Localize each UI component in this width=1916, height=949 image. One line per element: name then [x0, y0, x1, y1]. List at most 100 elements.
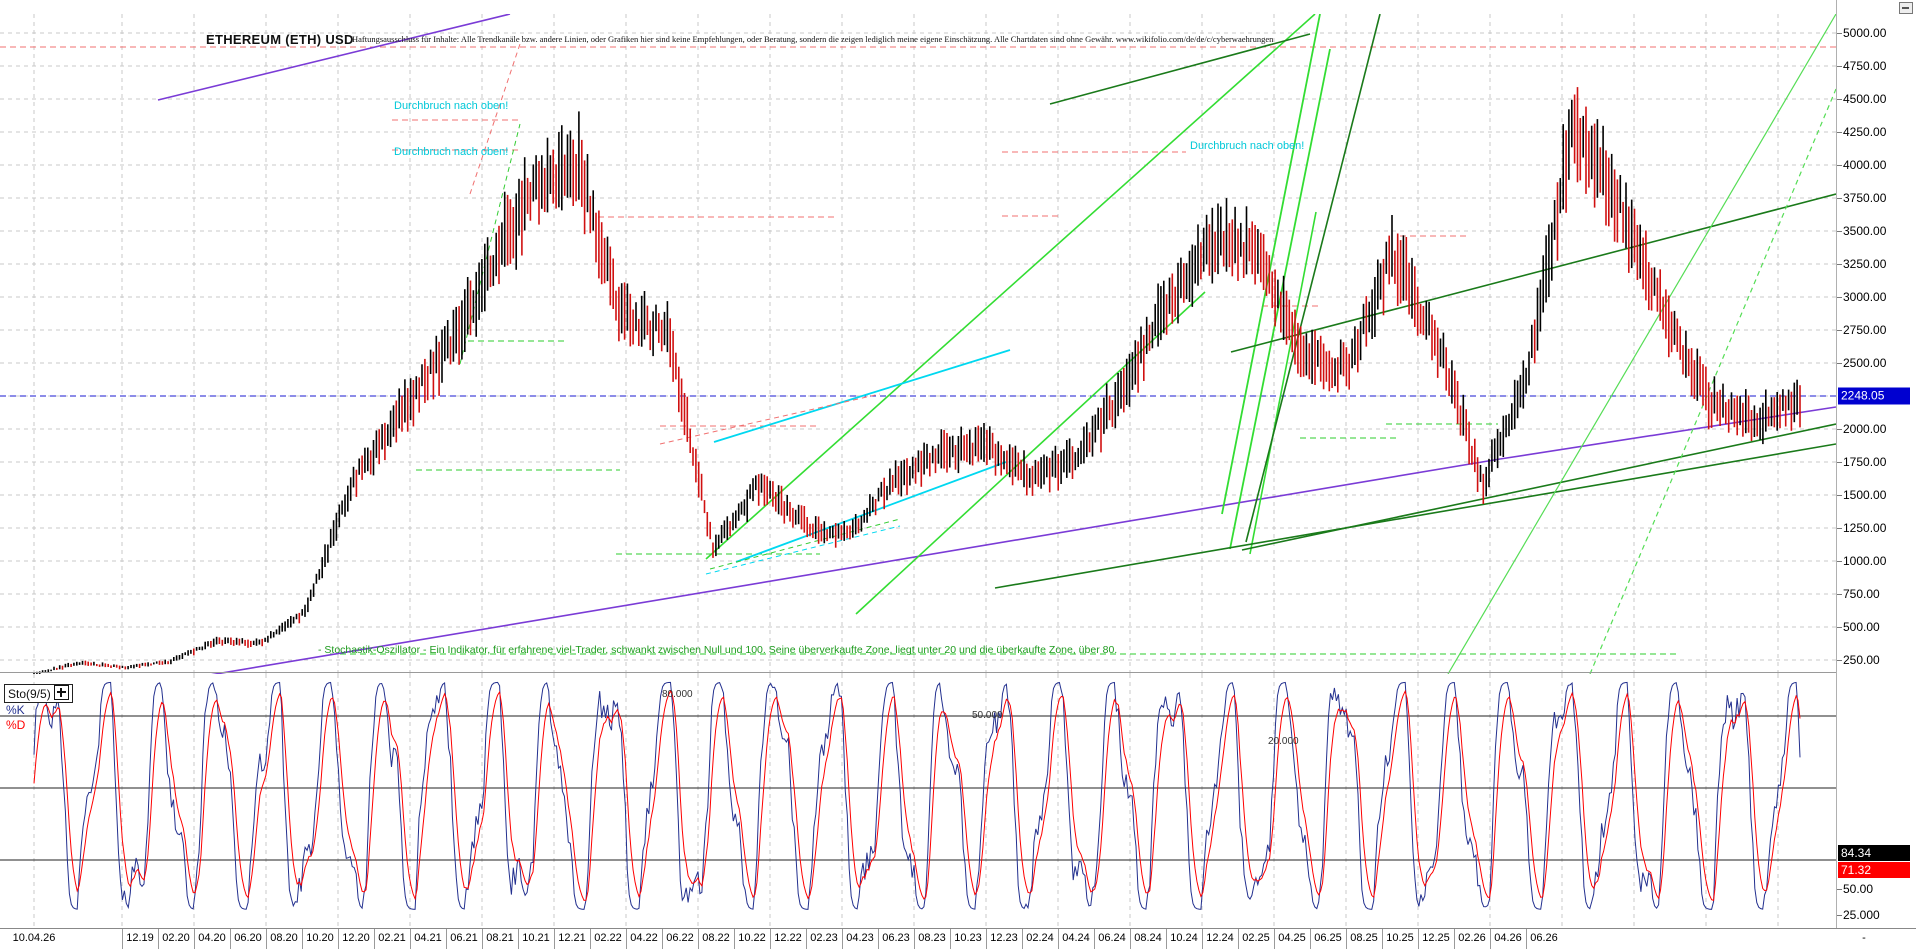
time-tick-04-20: 04.20: [198, 932, 226, 944]
price-tick-2000-00: 2000.00: [1843, 422, 1887, 436]
time-axis-separator: [698, 929, 699, 949]
current-price-badge: 2248.05: [1838, 387, 1910, 405]
time-tick-12-20: 12.20: [342, 932, 370, 944]
page-title: ETHEREUM (ETH) USD: [206, 32, 354, 47]
trendline-purple-upper: [157, 14, 511, 101]
price-tick-mark: [1837, 363, 1842, 364]
price-tick-mark: [1837, 264, 1842, 265]
time-tick-04-23: 04.23: [846, 932, 874, 944]
time-tick-02-26: 02.26: [1458, 932, 1486, 944]
time-tick-10-24: 10.24: [1170, 932, 1198, 944]
trendline-green-dark-upper: [1049, 33, 1311, 105]
price-tick-3500-00: 3500.00: [1843, 224, 1887, 238]
time-tick-04-25: 04.25: [1278, 932, 1306, 944]
time-axis-separator: [1202, 929, 1203, 949]
price-tick-1250-00: 1250.00: [1843, 521, 1887, 535]
time-axis-separator: [446, 929, 447, 949]
time-tick-08-21: 08.21: [486, 932, 514, 944]
time-axis-separator: [518, 929, 519, 949]
time-tick-12-19: 12.19: [126, 932, 154, 944]
price-axis[interactable]: 5000.00 4750.00 4500.00 4250.00 4000.00 3750.…: [1836, 0, 1916, 928]
trendline-green-bright-right: [1221, 14, 1321, 515]
price-tick-750-00: 750.00: [1843, 587, 1880, 601]
time-axis-separator: [1022, 929, 1023, 949]
price-tick-500-00: 500.00: [1843, 620, 1880, 634]
time-tick-06-21: 06.21: [450, 932, 478, 944]
indicator-name-label: Sto(9/5): [8, 687, 51, 701]
trendline-green-bright-right3: [1249, 211, 1317, 555]
trendline-cyan-dashed: [705, 525, 901, 575]
time-axis-separator: [194, 929, 195, 949]
osc-label-20: 20.000: [1268, 736, 1299, 747]
price-tick-2500-00: 2500.00: [1843, 356, 1887, 370]
time-tick-06-26: 06.26: [1530, 932, 1558, 944]
time-axis-separator: [770, 929, 771, 949]
pane-separator: [0, 672, 1836, 673]
time-tick-06-24: 06.24: [1098, 932, 1126, 944]
price-tick-mark: [1837, 198, 1842, 199]
time-axis-separator: [1454, 929, 1455, 949]
time-tick-10-23: 10.23: [954, 932, 982, 944]
trendline-green-dark-diag: [1245, 14, 1381, 543]
time-tick-02-21: 02.21: [378, 932, 406, 944]
price-tick-mark: [1837, 99, 1842, 100]
horizontal-levels: [0, 46, 1836, 655]
time-axis-separator: [1346, 929, 1347, 949]
annotation-breakout-2: Durchbruch nach oben!: [394, 146, 509, 158]
osc-tick-mark-50: [1837, 889, 1842, 890]
time-axis-separator: [374, 929, 375, 949]
time-axis-separator: [950, 929, 951, 949]
price-tick-5000-00: 5000.00: [1843, 26, 1887, 40]
time-axis-separator: [158, 929, 159, 949]
price-tick-mark: [1837, 297, 1842, 298]
time-tick-06-23: 06.23: [882, 932, 910, 944]
time-axis-first-label: 10.04.26: [12, 932, 56, 944]
time-tick-08-25: 08.25: [1350, 932, 1378, 944]
price-tick-mark: [1837, 165, 1842, 166]
price-tick-1000-00: 1000.00: [1843, 554, 1887, 568]
price-tick-3750-00: 3750.00: [1843, 191, 1887, 205]
time-tick-12-22: 12.22: [774, 932, 802, 944]
time-axis-separator: [986, 929, 987, 949]
time-axis[interactable]: 10.04.26 12.19 02.20 04.20 06.20 08.20 10.20 1…: [0, 928, 1916, 949]
trendline-cyan-upper: [713, 349, 1011, 443]
price-tick-3250-00: 3250.00: [1843, 257, 1887, 271]
time-tick-12-21: 12.21: [558, 932, 586, 944]
price-tick-mark: [1837, 528, 1842, 529]
collapse-icon[interactable]: [1899, 2, 1913, 14]
time-tick-10-20: 10.20: [306, 932, 334, 944]
trendline-green-bright-left: [705, 14, 1316, 560]
series-k-label: %K: [6, 703, 25, 717]
price-tick-mark: [1837, 231, 1842, 232]
osc-tick-25: 25.000: [1843, 908, 1880, 922]
time-axis-separator: [1130, 929, 1131, 949]
price-tick-mark: [1837, 429, 1842, 430]
time-tick-10-25: 10.25: [1386, 932, 1414, 944]
plus-icon[interactable]: [53, 685, 69, 700]
time-axis-separator: [1382, 929, 1383, 949]
time-axis-separator: [914, 929, 915, 949]
time-axis-separator: [590, 929, 591, 949]
time-tick-10-22: 10.22: [738, 932, 766, 944]
time-tick-08-24: 08.24: [1134, 932, 1162, 944]
disclaimer-text: Haftungsausschluss für Inhalte: Alle Tre…: [352, 34, 1274, 44]
indicator-settings-button[interactable]: Sto(9/5): [4, 684, 73, 703]
time-axis-separator: [302, 929, 303, 949]
trendline-cyan-lower: [735, 461, 1007, 563]
time-axis-separator: [1166, 929, 1167, 949]
time-tick-02-20: 02.20: [162, 932, 190, 944]
trendline-green-dark-lower: [994, 443, 1836, 589]
time-axis-separator: [1274, 929, 1275, 949]
osc-line-d: [33, 689, 1801, 901]
time-tick-02-23: 02.23: [810, 932, 838, 944]
time-axis-separator: [1490, 929, 1491, 949]
price-tick-4750-00: 4750.00: [1843, 59, 1887, 73]
price-chart-pane[interactable]: Durchbruch nach oben! Durchbruch nach ob…: [0, 14, 1836, 674]
oscillator-pane[interactable]: 80.000 50.000 20.000: [0, 674, 1836, 928]
time-axis-separator: [1418, 929, 1419, 949]
time-tick-06-22: 06.22: [666, 932, 694, 944]
trendline-green-dark-lower2: [1241, 423, 1836, 551]
price-tick-mark: [1837, 627, 1842, 628]
price-chart-svg: [0, 14, 1836, 674]
